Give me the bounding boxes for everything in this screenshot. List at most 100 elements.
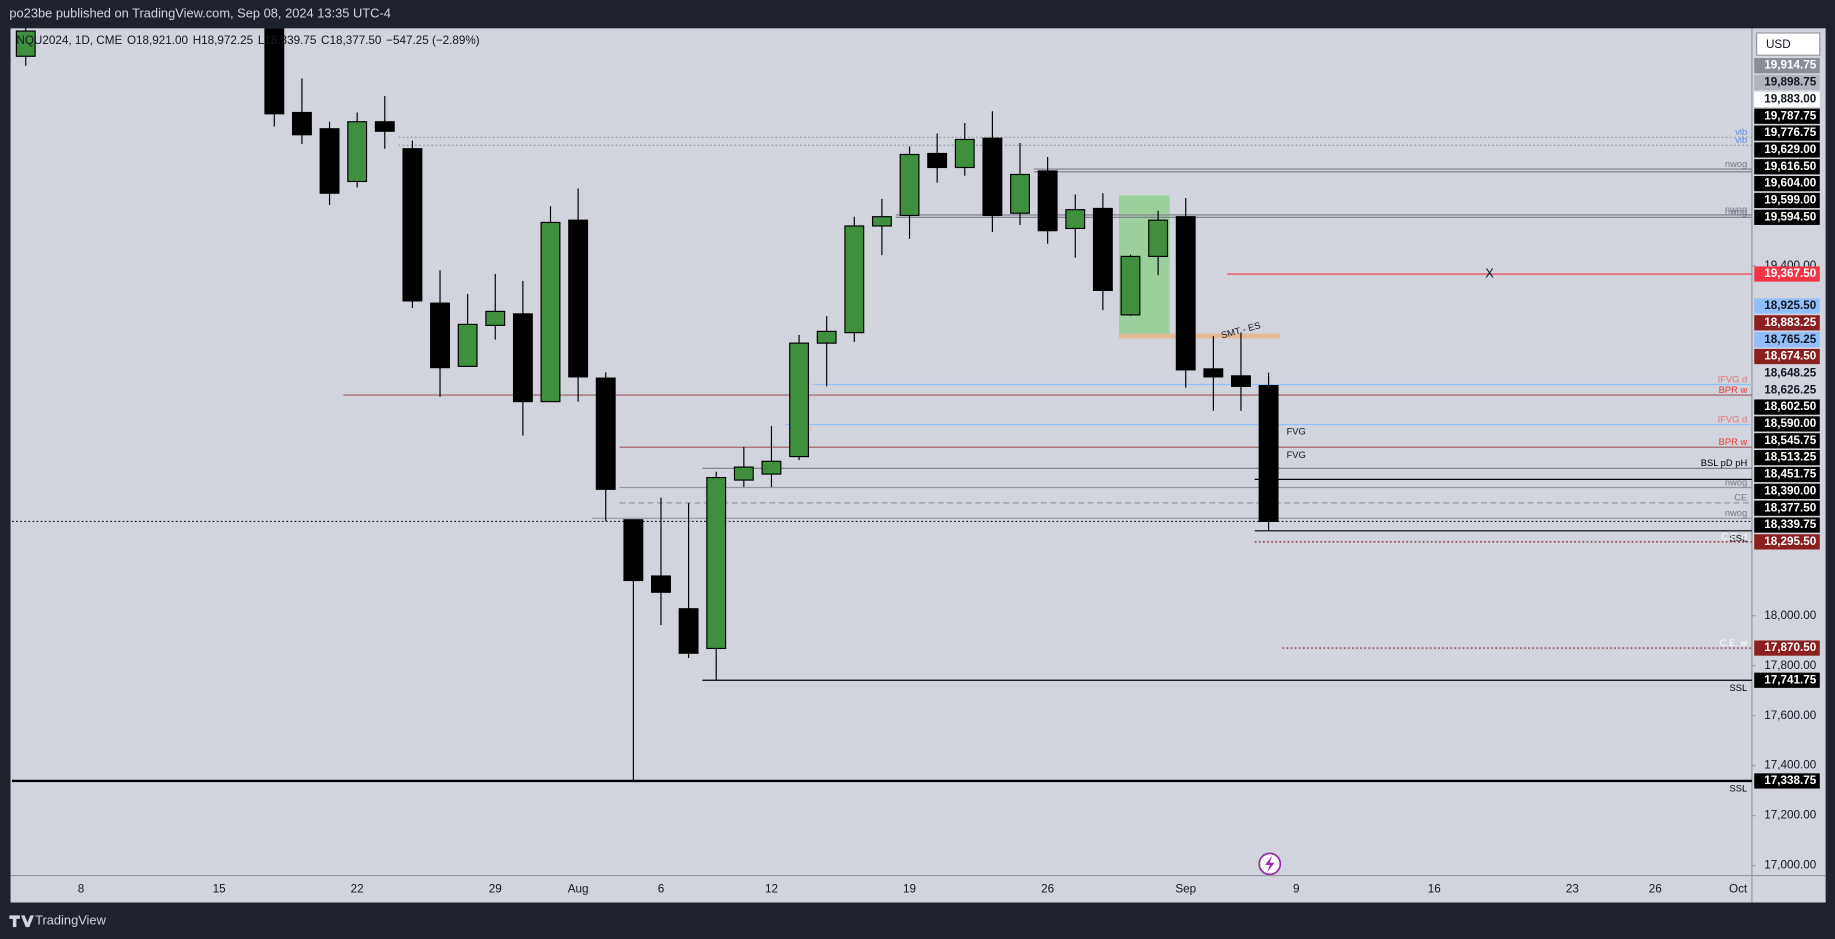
price-label: 18,602.50 [1764,400,1816,413]
price-label: 18,545.75 [1764,434,1816,447]
price-label-box [1754,176,1820,192]
level-label: nwog [1725,207,1747,217]
ohlc-low: L18,339.75 [258,34,317,47]
candle-body [1092,207,1113,291]
price-label: 18,925.50 [1764,299,1816,312]
events-icon-bolt [1265,855,1275,873]
level-label: BPR w [1719,385,1748,395]
ohlc-close: C18,377.50 [321,34,382,47]
level-label: vib [1735,127,1747,137]
x-tick-label: Sep [1175,883,1196,896]
candle-body [651,575,671,593]
price-label-box [1754,298,1820,314]
symbol: NQU2024, 1D, CME [16,34,122,47]
level-label: nwog [1725,508,1747,518]
candles [15,28,1279,781]
currency-box[interactable] [1756,32,1821,56]
x-tick-label: 8 [78,883,85,896]
candle-body [512,313,533,403]
x-tick-label: Aug [568,883,589,896]
level-label: SSL [1730,534,1748,544]
candle-body [789,342,810,458]
price-label-box [1754,466,1820,483]
price-label: 17,741.75 [1764,673,1816,686]
symbol-legend: NQU2024, 1D, CME O18,921.00 H18,972.25 L18,… [16,34,479,47]
candle-body [402,148,423,302]
level-label: CE [1734,493,1747,503]
price-label: 19,787.75 [1764,109,1816,122]
price-label-box [1754,416,1820,432]
price-label-box [1754,192,1820,209]
candle-body [871,216,892,227]
candle-body [1120,255,1141,316]
candle-body [568,219,589,378]
level-label: nwog [1725,205,1747,215]
x-tick-label: 16 [1428,883,1441,896]
y-tick-label: 17,800.00 [1764,659,1816,672]
candle-body [982,137,1003,217]
price-label-box [1754,58,1820,74]
price-label: 18,590.00 [1764,417,1816,430]
price-label-box [1754,125,1820,141]
brand: TradingView [35,913,106,928]
candle-body [623,519,644,582]
price-label-box [1754,266,1820,282]
level-label: BPR w [1719,437,1748,447]
price-label-box [1754,108,1820,124]
currency[interactable]: USD [1766,38,1791,51]
price-label-box [1754,365,1820,381]
price-label-box [1754,209,1820,225]
price-label-box [1754,672,1820,688]
price-label-box [1754,315,1820,331]
x-tick-label: 22 [351,883,364,896]
price-label: 18,674.50 [1764,350,1816,363]
candle-body [1010,173,1030,214]
candle-body [816,330,837,344]
x-tick-label: 19 [903,883,916,896]
price-label: 19,776.75 [1764,126,1816,139]
price-label-box [1754,517,1820,533]
price-label: 19,914.75 [1764,59,1816,72]
candle-body [595,377,616,490]
candle-body [844,225,865,334]
price-label: 19,616.50 [1764,160,1816,173]
x-tick-label: 9 [1293,883,1300,896]
price-label-box [1754,534,1820,550]
price-label-box [1754,773,1820,789]
candle-body [706,476,727,650]
level-label: IFVG d [1718,414,1748,424]
y-tick-label: 17,000.00 [1764,859,1816,872]
y-tick-label: 18,000.00 [1764,609,1816,622]
y-tick-label: 17,400.00 [1764,759,1816,772]
ohlc-open: O18,921.00 [127,34,189,47]
brand-logo [9,915,34,928]
price-label-box [1754,500,1820,516]
price-label: 18,451.75 [1764,468,1816,481]
candle-body [1175,216,1196,371]
candle-body [733,466,754,481]
candle-body [1258,385,1279,522]
price-label-box [1754,74,1820,91]
x-tick-label: 26 [1649,883,1662,896]
candle-body [1231,375,1251,387]
price-label: 18,295.50 [1764,535,1816,548]
y-tick-label: 17,200.00 [1764,809,1816,822]
price-label: 19,898.75 [1764,76,1816,89]
price-label: 19,367.50 [1764,267,1816,280]
x-tick-label: Oct [1729,883,1748,896]
price-label-box [1754,142,1820,158]
x-tick-label: 15 [213,883,227,896]
price-label-box [1754,450,1820,466]
price-label: 17,338.75 [1764,774,1816,787]
candle-body [291,111,312,136]
candle-body [264,28,285,115]
x-tick-label: 26 [1041,883,1054,896]
candle-body [678,608,699,654]
level-label: C.E. d [1721,532,1747,542]
price-label: 18,765.25 [1764,333,1816,346]
candle-body [319,128,340,194]
candle-body [1148,219,1169,258]
y-tick-label: 17,600.00 [1764,709,1816,722]
price-label-box [1754,433,1820,449]
